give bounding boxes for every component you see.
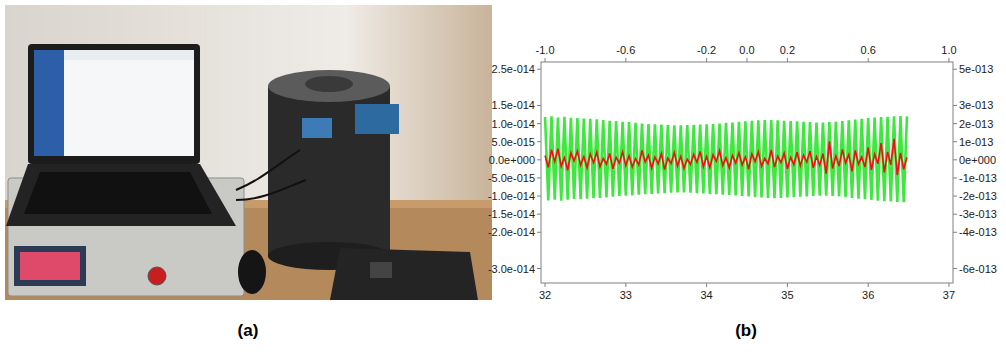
y-tick-label: -2.0e-014	[488, 226, 535, 238]
x2-tick	[545, 58, 546, 62]
controller-screen	[20, 252, 80, 280]
data-group	[545, 116, 907, 202]
y-tick	[537, 123, 541, 124]
y-tick-label: -1.0e-014	[488, 190, 535, 202]
y2-tick-label: -4e-013	[959, 226, 997, 238]
x2-tick-label: 0.0	[739, 44, 754, 56]
x-tick	[948, 283, 949, 287]
y-tick-label: 0.0e+000	[489, 154, 535, 166]
y-tick	[537, 177, 541, 178]
sensor-board	[302, 118, 332, 138]
photo-panel	[5, 5, 492, 300]
x-tick	[545, 283, 546, 287]
y2-tick-label: -1e-013	[959, 172, 997, 184]
x2-tick	[747, 58, 748, 62]
y2-tick-label: 1e-013	[959, 136, 993, 148]
laptop-base	[6, 164, 236, 226]
y-tick	[537, 141, 541, 142]
y2-tick-label: -6e-013	[959, 263, 997, 275]
device-top	[268, 70, 390, 102]
y2-tick-label: 5e-013	[959, 63, 993, 75]
y2-tick-label: 0e+000	[959, 154, 996, 166]
x2-tick-label: -0.6	[616, 44, 635, 56]
y-tick	[537, 105, 541, 106]
mouse	[238, 250, 266, 294]
x-tick-label: 32	[539, 289, 551, 301]
figure: (a) (b) 32 33 34 35 36 37 -1.0 -0.6 -0.2 0.0 0.2 0.6 1…	[0, 0, 1006, 352]
x-tick-label: 34	[700, 289, 712, 301]
keyboard	[24, 172, 212, 214]
y-tick	[537, 268, 541, 269]
cable	[236, 150, 300, 190]
series-line	[545, 139, 907, 175]
x-tick	[868, 283, 869, 287]
sensor-board	[355, 104, 399, 134]
photo-background	[5, 5, 492, 300]
x2-tick-label: -0.2	[697, 44, 716, 56]
panel-label: (a)	[238, 321, 259, 340]
y-tick-label: 1.0e-014	[492, 118, 535, 130]
x-tick	[706, 283, 707, 287]
x2-tick	[948, 58, 949, 62]
plot-area	[541, 62, 953, 283]
stop-button	[148, 267, 166, 285]
y-tick	[537, 159, 541, 160]
y2-tick-label: -2e-013	[959, 190, 997, 202]
x2-tick	[787, 58, 788, 62]
y-tick-label: -1.5e-014	[488, 208, 535, 220]
y2-tick	[953, 69, 957, 70]
y-tick-label: -3.0e-014	[488, 263, 535, 275]
y-tick-label: -5.0e-015	[488, 172, 535, 184]
y-tick	[537, 214, 541, 215]
x2-tick-label: 0.6	[861, 44, 876, 56]
x-tick	[787, 283, 788, 287]
desktop-icons	[34, 50, 64, 156]
x2-tick	[868, 58, 869, 62]
y2-tick	[953, 159, 957, 160]
y2-tick	[953, 105, 957, 106]
y2-tick	[953, 177, 957, 178]
x2-tick-label: 0.2	[780, 44, 795, 56]
x-tick-label: 33	[620, 289, 632, 301]
app-window	[64, 60, 194, 156]
y2-tick-label: 2e-013	[959, 118, 993, 130]
laptop-screen	[34, 50, 194, 156]
cable	[236, 180, 306, 200]
y2-tick	[953, 196, 957, 197]
x2-tick-label: 1.0	[941, 44, 956, 56]
x-tick-label: 35	[781, 289, 793, 301]
fpga-board	[330, 248, 478, 300]
panel-label: (b)	[735, 321, 757, 340]
y-tick-label: 2.5e-014	[492, 63, 535, 75]
x2-tick	[706, 58, 707, 62]
y2-tick	[953, 141, 957, 142]
y2-tick	[953, 214, 957, 215]
y2-tick	[953, 123, 957, 124]
y-tick-label: 1.5e-014	[492, 99, 535, 111]
series-line	[545, 116, 907, 202]
x2-tick-label: -1.0	[536, 44, 555, 56]
laptop-lid	[28, 44, 200, 164]
y2-tick-label: 3e-013	[959, 99, 993, 111]
x-tick-label: 37	[943, 289, 955, 301]
device-cap	[305, 76, 353, 92]
y2-tick	[953, 232, 957, 233]
y-tick-label: 5.0e-015	[492, 136, 535, 148]
x2-tick	[625, 58, 626, 62]
fpga-chip	[370, 262, 392, 278]
y-tick	[537, 232, 541, 233]
x-tick	[625, 283, 626, 287]
y2-tick	[953, 268, 957, 269]
controller-display	[14, 246, 86, 286]
chart: 32 33 34 35 36 37 -1.0 -0.6 -0.2 0.0 0.2 0.6 1.0 2.5e…	[488, 44, 997, 301]
y-tick	[537, 69, 541, 70]
plot-frame	[541, 62, 953, 283]
y-tick	[537, 196, 541, 197]
x-tick-label: 36	[862, 289, 874, 301]
y2-tick-label: -3e-013	[959, 208, 997, 220]
